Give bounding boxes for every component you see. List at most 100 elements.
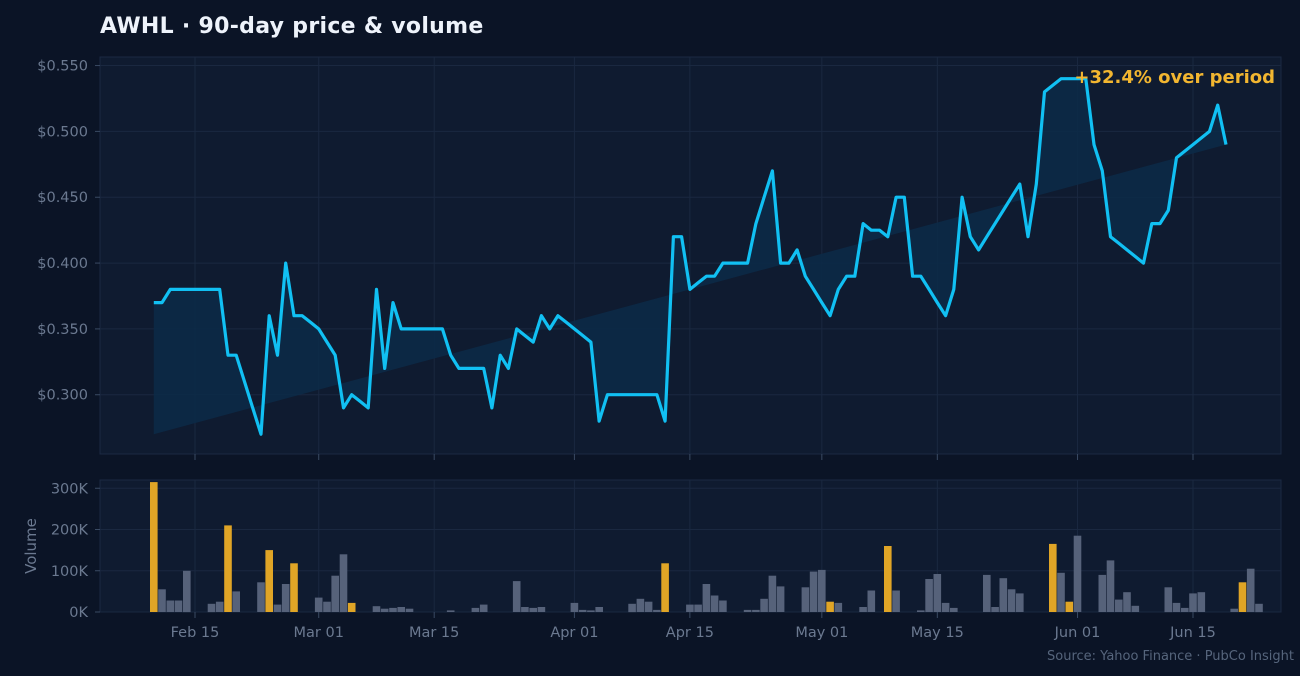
- volume-bar[interactable]: [166, 600, 175, 613]
- volume-bar[interactable]: [372, 606, 381, 612]
- volume-bar[interactable]: [776, 586, 785, 612]
- price-y-tick-label: $0.350: [37, 322, 88, 338]
- source-credit: Source: Yahoo Finance · PubCo Insight: [1047, 649, 1294, 664]
- volume-bar[interactable]: [941, 602, 950, 612]
- volume-bar[interactable]: [760, 598, 768, 612]
- volume-bar[interactable]: [389, 607, 397, 612]
- volume-bar-spike[interactable]: [150, 482, 158, 612]
- volume-bar[interactable]: [834, 602, 843, 612]
- volume-bar[interactable]: [323, 601, 331, 612]
- volume-bar[interactable]: [983, 574, 991, 612]
- volume-bar[interactable]: [801, 587, 810, 613]
- volume-bar[interactable]: [595, 607, 603, 612]
- volume-bar[interactable]: [1189, 593, 1197, 612]
- volume-bar[interactable]: [892, 590, 900, 613]
- volume-bar-spike[interactable]: [1238, 582, 1247, 612]
- volume-bar[interactable]: [380, 608, 389, 612]
- volume-bar[interactable]: [1007, 589, 1016, 612]
- volume-bar-spike[interactable]: [224, 525, 232, 612]
- volume-bar[interactable]: [529, 607, 537, 612]
- price-y-tick-label: $0.550: [37, 59, 88, 75]
- volume-bar[interactable]: [694, 604, 702, 612]
- volume-bar[interactable]: [521, 607, 529, 612]
- volume-bar[interactable]: [570, 602, 579, 612]
- volume-bar[interactable]: [314, 597, 323, 612]
- volume-bar[interactable]: [1115, 599, 1123, 612]
- volume-bar[interactable]: [1016, 593, 1024, 612]
- volume-bar[interactable]: [719, 600, 727, 613]
- volume-bar[interactable]: [1073, 535, 1082, 612]
- volume-bar[interactable]: [1106, 560, 1115, 612]
- volume-bar[interactable]: [446, 610, 455, 612]
- volume-bar[interactable]: [512, 581, 521, 612]
- volume-bar[interactable]: [1123, 592, 1131, 612]
- volume-bar[interactable]: [1246, 568, 1255, 612]
- volume-bar[interactable]: [1057, 572, 1065, 612]
- price-y-tick-label: $0.400: [37, 256, 88, 272]
- volume-bar[interactable]: [628, 603, 636, 613]
- volume-bar[interactable]: [752, 609, 760, 612]
- volume-bar[interactable]: [1172, 602, 1181, 612]
- volume-bar[interactable]: [183, 570, 191, 613]
- volume-bar[interactable]: [933, 574, 942, 612]
- volume-bar[interactable]: [405, 608, 414, 612]
- volume-bar[interactable]: [644, 601, 653, 612]
- volume-bar[interactable]: [1255, 603, 1263, 613]
- volume-bar[interactable]: [743, 609, 752, 612]
- volume-bar[interactable]: [587, 610, 595, 612]
- volume-bar[interactable]: [1098, 574, 1107, 612]
- volume-bar[interactable]: [999, 578, 1008, 612]
- price-y-tick-label: $0.450: [37, 190, 88, 206]
- volume-bar[interactable]: [1230, 608, 1238, 612]
- volume-bar[interactable]: [950, 607, 958, 612]
- volume-bar[interactable]: [686, 604, 694, 612]
- volume-bar-spike[interactable]: [1065, 601, 1074, 612]
- volume-bar-spike[interactable]: [884, 546, 892, 612]
- volume-panel: 0K 100K 200K 300K Feb 15 Mar 01 Mar 15 Apr 01 Ap…: [22, 479, 1282, 641]
- volume-bar[interactable]: [232, 591, 240, 612]
- volume-bar[interactable]: [273, 604, 282, 612]
- volume-bar[interactable]: [215, 601, 224, 612]
- x-tick-label: Apr 01: [550, 625, 598, 641]
- volume-bar[interactable]: [991, 607, 999, 612]
- volume-bar[interactable]: [339, 554, 348, 613]
- volume-bar[interactable]: [768, 575, 777, 612]
- volume-bar[interactable]: [331, 575, 339, 612]
- volume-bar[interactable]: [710, 595, 719, 613]
- volume-bar-spike[interactable]: [1049, 543, 1057, 612]
- volume-bar[interactable]: [281, 584, 290, 612]
- volume-bar-spike[interactable]: [265, 550, 273, 612]
- volume-bar[interactable]: [1131, 605, 1140, 612]
- volume-bar[interactable]: [702, 584, 711, 612]
- volume-bar[interactable]: [397, 607, 405, 612]
- volume-axis-label: Volume: [22, 518, 40, 574]
- volume-bar[interactable]: [174, 600, 183, 613]
- volume-bar-spike[interactable]: [347, 602, 356, 612]
- volume-bar-spike[interactable]: [826, 601, 834, 612]
- volume-bar[interactable]: [653, 609, 661, 612]
- volume-y-tick-label: 300K: [51, 481, 89, 497]
- volume-y-tick-label: 100K: [51, 564, 89, 580]
- volume-bar[interactable]: [257, 582, 265, 612]
- volume-bar[interactable]: [1197, 592, 1206, 612]
- volume-bar[interactable]: [636, 598, 645, 612]
- volume-bar[interactable]: [917, 610, 925, 612]
- x-tick-label: May 15: [911, 625, 964, 641]
- volume-bar[interactable]: [207, 603, 216, 613]
- volume-bar[interactable]: [818, 569, 826, 612]
- volume-bar[interactable]: [158, 589, 166, 612]
- volume-bar[interactable]: [867, 590, 876, 613]
- x-tick-label: Jun 01: [1054, 625, 1101, 641]
- volume-bar[interactable]: [925, 579, 933, 612]
- volume-bar[interactable]: [578, 609, 587, 612]
- x-tick-label: Jun 15: [1169, 625, 1216, 641]
- volume-bar[interactable]: [471, 607, 480, 612]
- volume-bar[interactable]: [1164, 587, 1173, 613]
- volume-bar[interactable]: [809, 571, 818, 612]
- volume-bar-spike[interactable]: [661, 563, 669, 612]
- volume-bar[interactable]: [537, 607, 546, 612]
- volume-bar[interactable]: [1181, 607, 1189, 612]
- volume-bar[interactable]: [859, 607, 867, 612]
- volume-bar[interactable]: [479, 604, 488, 612]
- volume-bar-spike[interactable]: [290, 563, 298, 612]
